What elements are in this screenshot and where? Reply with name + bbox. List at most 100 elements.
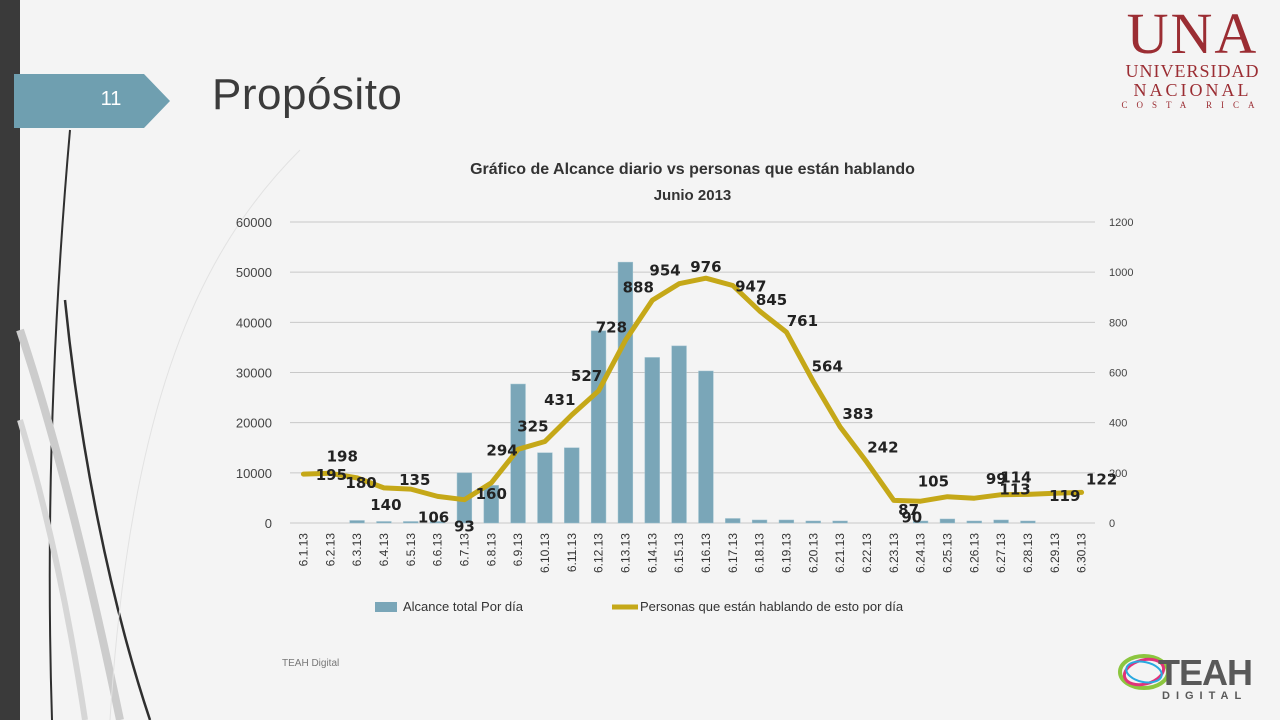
line-data-label: 106 <box>418 508 449 526</box>
x-tick-label: 6.11.13 <box>565 533 579 572</box>
x-tick-label: 6.23.13 <box>887 533 901 573</box>
line-data-label: 383 <box>842 405 873 423</box>
x-tick-label: 6.9.13 <box>511 533 525 567</box>
x-tick-label: 6.10.13 <box>538 533 552 573</box>
bar <box>832 520 848 524</box>
bar <box>376 521 392 524</box>
line-data-label: 761 <box>787 312 818 330</box>
slide-number: 11 <box>100 88 122 110</box>
bar <box>725 518 741 524</box>
line-data-label: 122 <box>1086 470 1117 488</box>
line-series <box>300 275 1085 504</box>
bar <box>564 447 580 524</box>
una-logo-line3: NACIONAL <box>1133 80 1252 100</box>
line-data-label: 845 <box>756 291 787 309</box>
line-data-label: 431 <box>544 391 575 409</box>
line-data-label: 728 <box>596 318 627 336</box>
bar <box>751 519 768 524</box>
bar <box>644 357 660 524</box>
x-tick-label: 6.17.13 <box>726 533 740 573</box>
una-logo: UNA UNIVERSIDAD NACIONAL COSTA RICA <box>1105 1 1280 116</box>
decorative-curves <box>16 129 301 720</box>
bar <box>698 370 714 524</box>
line-data-label: 140 <box>370 496 401 514</box>
y-left-tick-label: 20000 <box>236 416 272 431</box>
bar <box>590 330 607 524</box>
y-right-tick-label: 0 <box>1109 518 1115 530</box>
line-data-label: 93 <box>454 518 475 536</box>
line-data-label: 564 <box>812 358 843 376</box>
legend-label-line: Personas que están hablando de esto por … <box>640 599 904 614</box>
bar <box>1020 520 1036 524</box>
x-tick-label: 6.20.13 <box>806 533 820 573</box>
line-data-label: 198 <box>327 447 358 465</box>
x-tick-label: 6.8.13 <box>484 533 498 567</box>
x-tick-label: 6.19.13 <box>779 533 793 573</box>
teah-logo-sub: DIGITAL <box>1162 690 1248 702</box>
y-left-tick-label: 0 <box>265 516 272 531</box>
line-data-label: 87 <box>898 501 919 519</box>
line-data-label: 180 <box>345 474 376 492</box>
y-right-tick-label: 1000 <box>1109 267 1133 279</box>
x-tick-label: 6.12.13 <box>592 533 606 573</box>
bar <box>671 345 687 524</box>
line-data-label: 119 <box>1049 487 1080 505</box>
line-data-label: 294 <box>486 441 517 459</box>
line-data-label: 954 <box>649 262 680 280</box>
line-data-label: 135 <box>399 471 430 489</box>
x-tick-label: 6.5.13 <box>404 533 418 567</box>
chart-area: Gráfico de Alcance diario vs personas qu… <box>236 161 1134 614</box>
y-right-tick-label: 1200 <box>1109 217 1133 229</box>
bar <box>429 521 446 524</box>
bar <box>537 452 553 524</box>
una-logo-line2: UNIVERSIDAD <box>1125 61 1260 81</box>
bar <box>349 520 365 524</box>
x-tick-label: 6.14.13 <box>645 533 659 573</box>
x-tick-label: 6.25.13 <box>940 533 954 573</box>
line-data-label: 325 <box>517 417 548 435</box>
x-tick-label: 6.3.13 <box>350 533 364 567</box>
una-logo-main: UNA <box>1126 1 1259 66</box>
y-left-tick-label: 10000 <box>236 466 272 481</box>
line-data-label: 242 <box>867 438 898 456</box>
teah-logo-mark <box>1118 654 1170 690</box>
legend-swatch-bar <box>375 602 397 612</box>
y-right-tick-label: 200 <box>1109 468 1127 480</box>
x-tick-label: 6.4.13 <box>377 533 391 567</box>
left-edge-bar <box>0 0 20 720</box>
bar <box>912 520 929 524</box>
y-right-tick-label: 600 <box>1109 368 1127 380</box>
x-tick-label: 6.24.13 <box>914 533 928 573</box>
x-tick-label: 6.13.13 <box>618 533 632 573</box>
line-data-label: 113 <box>999 481 1030 499</box>
y-left-tick-label: 50000 <box>236 265 272 280</box>
x-tick-label: 6.29.13 <box>1048 533 1062 573</box>
bar <box>403 521 419 524</box>
bar <box>939 518 956 524</box>
y-left-tick-label: 40000 <box>236 315 272 330</box>
x-tick-label: 6.30.13 <box>1075 533 1089 573</box>
line-data-label: 888 <box>623 278 654 296</box>
footer-text: TEAH Digital <box>282 658 340 669</box>
y-right-tick-label: 400 <box>1109 418 1127 430</box>
legend-label-bar: Alcance total Por día <box>403 599 524 614</box>
bar <box>993 519 1009 524</box>
x-tick-label: 6.16.13 <box>699 533 713 573</box>
page-title: Propósito <box>212 70 403 119</box>
x-tick-label: 6.27.13 <box>994 533 1008 573</box>
line-data-label: 976 <box>690 258 721 276</box>
x-tick-label: 6.1.13 <box>296 533 310 567</box>
x-tick-label: 6.7.13 <box>457 533 471 567</box>
chart-title: Gráfico de Alcance diario vs personas qu… <box>470 161 915 178</box>
line-data-label: 195 <box>316 466 347 484</box>
chart-subtitle: Junio 2013 <box>654 187 732 204</box>
y-left-tick-label: 60000 <box>236 215 272 230</box>
bar <box>805 520 821 524</box>
x-tick-label: 6.28.13 <box>1021 533 1035 573</box>
y-right-tick-label: 800 <box>1109 317 1127 329</box>
y-left-tick-label: 30000 <box>236 366 272 381</box>
x-tick-label: 6.21.13 <box>833 533 847 573</box>
line-data-label: 90 <box>901 508 922 526</box>
x-tick-label: 6.26.13 <box>967 533 981 573</box>
line-data-label: 114 <box>1000 468 1031 486</box>
